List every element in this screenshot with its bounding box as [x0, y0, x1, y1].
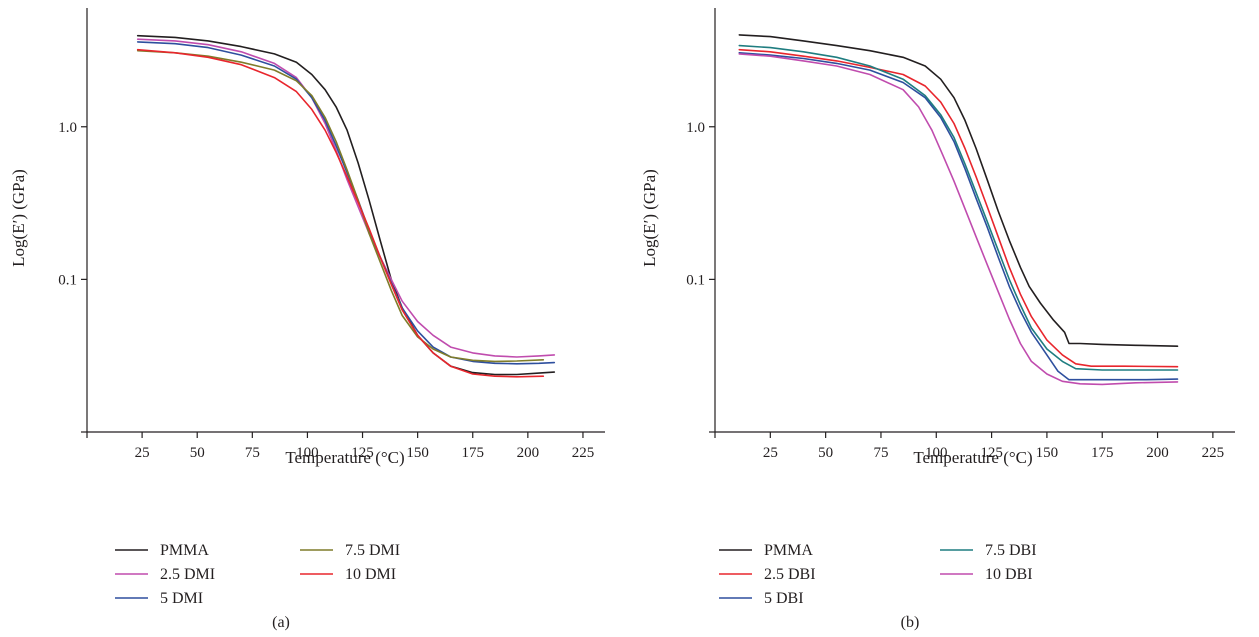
panel-label: (b)	[901, 614, 920, 631]
x-tick-label: 100	[925, 445, 948, 461]
legend-item: 10 DBI	[940, 566, 1033, 583]
legend-label: 5 DMI	[160, 590, 203, 607]
x-tick-label: 25	[763, 445, 778, 461]
x-tick-label: 125	[980, 445, 1003, 461]
x-tick-label: 200	[517, 445, 540, 461]
series-lines	[136, 34, 556, 378]
chart-panel-b: 25 50 75 100 125 150 175 200 225 0.1 1.0 Temperatu…	[640, 8, 1235, 631]
panel-label: (a)	[272, 614, 290, 631]
legend-label: 7.5 DMI	[345, 542, 400, 559]
x-tick-label: 50	[190, 445, 205, 461]
legend-label: 10 DMI	[345, 566, 396, 583]
series-line	[136, 49, 545, 363]
y-tick-label: 1.0	[686, 120, 705, 136]
x-tick-label: 175	[1091, 445, 1114, 461]
y-axis-label: Log(E′) (GPa)	[640, 169, 659, 267]
x-tick-label: 150	[406, 445, 429, 461]
legend-item: 2.5 DBI	[719, 566, 816, 583]
legend-item: 2.5 DMI	[115, 566, 215, 583]
series-line	[738, 48, 1179, 368]
series-line	[738, 53, 1179, 386]
legend-item: 5 DBI	[719, 590, 804, 607]
y-axis-label: Log(E′) (GPa)	[9, 169, 28, 267]
legend-label: 7.5 DBI	[985, 542, 1037, 559]
x-tick-label: 225	[1202, 445, 1225, 461]
y-tick-label: 0.1	[58, 272, 77, 288]
legend-label: 2.5 DMI	[160, 566, 215, 583]
legend: PMMA 2.5 DMI 5 DMI 7.5 DMI 10 DMI	[115, 542, 400, 607]
series-line	[738, 44, 1179, 371]
series-line	[136, 41, 556, 365]
axes: 25 50 75 100 125 150 175 200 225 0.1 1.0	[686, 8, 1235, 461]
series-line	[136, 48, 545, 378]
legend-item: PMMA	[719, 542, 813, 559]
legend-item: PMMA	[115, 542, 209, 559]
series-line	[136, 38, 556, 358]
series-line	[738, 34, 1179, 347]
x-tick-label: 125	[351, 445, 374, 461]
legend-label: 10 DBI	[985, 566, 1033, 583]
series-line	[136, 34, 556, 376]
x-tick-label: 75	[245, 445, 260, 461]
chart-panel-a: 25 50 75 100 125 150 175 200 225 0.1 1.0 Temperatu…	[9, 8, 605, 631]
legend-label: PMMA	[160, 542, 209, 559]
legend-item: 7.5 DBI	[940, 542, 1037, 559]
legend-label: 5 DBI	[764, 590, 804, 607]
axes: 25 50 75 100 125 150 175 200 225 0.1 1.0	[58, 8, 605, 461]
x-tick-label: 200	[1146, 445, 1169, 461]
x-axis-label: Temperature (°C)	[285, 448, 404, 467]
y-tick-label: 0.1	[686, 272, 705, 288]
x-axis-label: Temperature (°C)	[913, 448, 1032, 467]
x-tick-label: 175	[461, 445, 484, 461]
series-lines	[738, 34, 1179, 386]
x-tick-label: 50	[818, 445, 833, 461]
legend-item: 5 DMI	[115, 590, 203, 607]
x-tick-label: 75	[873, 445, 888, 461]
x-tick-label: 25	[135, 445, 150, 461]
legend-item: 10 DMI	[300, 566, 396, 583]
x-tick-label: 100	[296, 445, 319, 461]
y-tick-label: 1.0	[58, 120, 77, 136]
x-tick-label: 150	[1036, 445, 1059, 461]
legend: PMMA 2.5 DBI 5 DBI 7.5 DBI 10 DBI	[719, 542, 1037, 607]
legend-label: PMMA	[764, 542, 813, 559]
legend-item: 7.5 DMI	[300, 542, 400, 559]
legend-label: 2.5 DBI	[764, 566, 816, 583]
series-line	[738, 52, 1179, 381]
x-tick-label: 225	[572, 445, 595, 461]
